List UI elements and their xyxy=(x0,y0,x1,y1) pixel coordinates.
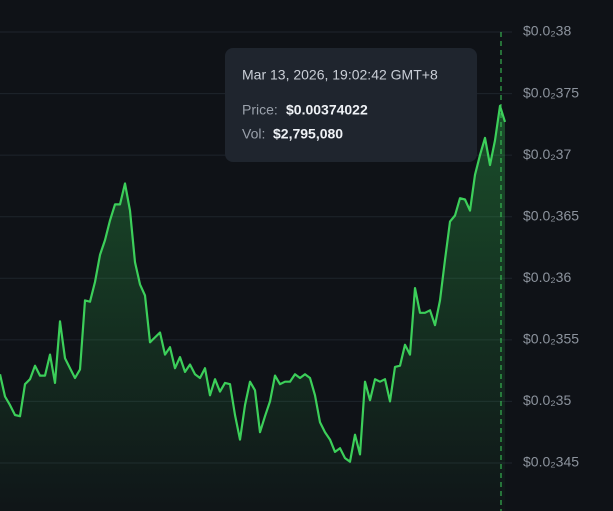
y-tick-label: $0.0₂365 xyxy=(523,207,579,223)
plot xyxy=(0,104,507,511)
y-tick-label: $0.0₂355 xyxy=(523,331,579,347)
tooltip-volume-label: Vol: xyxy=(242,126,265,142)
y-tick-label: $0.0₂38 xyxy=(523,23,571,39)
area xyxy=(0,105,505,511)
y-tick-label: $0.0₂36 xyxy=(523,269,571,285)
tooltip-price: $0.00374022 xyxy=(286,102,368,118)
tooltip-box xyxy=(225,48,477,162)
tooltip: Mar 13, 2026, 19:02:42 GMT+8 Price: $0.0… xyxy=(225,48,477,162)
price-line xyxy=(0,104,507,463)
y-tick-label: $0.0₂345 xyxy=(523,454,579,470)
tooltip-volume: $2,795,080 xyxy=(273,126,343,142)
y-tick-label: $0.0₂35 xyxy=(523,392,571,408)
y-tick-label: $0.0₂37 xyxy=(523,146,571,162)
y-tick-label: $0.0₂375 xyxy=(523,84,579,100)
tooltip-date: Mar 13, 2026, 19:02:42 GMT+8 xyxy=(242,67,438,83)
tooltip-price-label: Price: xyxy=(242,102,278,118)
